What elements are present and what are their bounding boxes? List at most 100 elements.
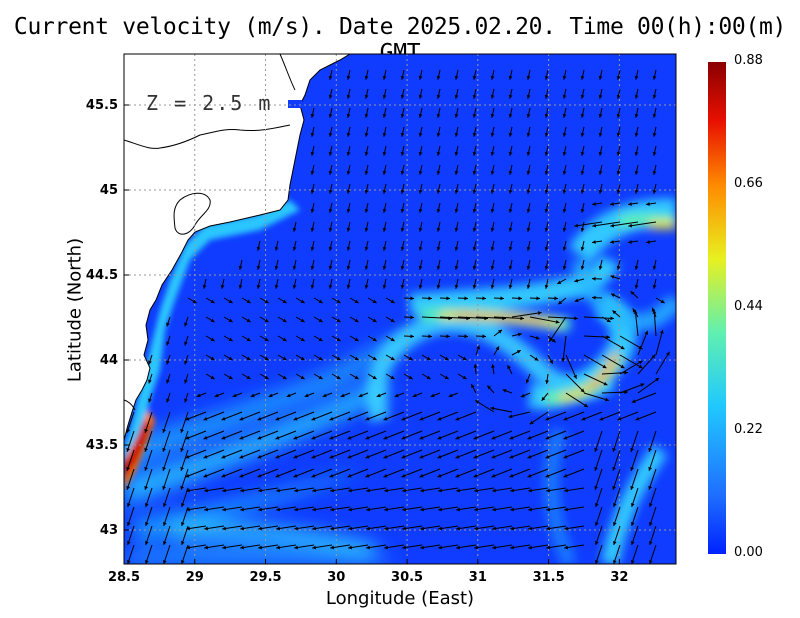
arrow-head [508,208,513,213]
arrow-head [382,94,387,99]
velocity-arrow [383,411,405,421]
arrow-head [563,416,568,421]
arrow-head [454,151,459,156]
arrow-head [562,75,567,80]
velocity-arrow [329,411,351,421]
arrow-head [310,189,315,194]
arrow-head [185,473,190,478]
arrow-head [594,503,599,507]
arrow-head [436,75,441,80]
arrow-head [508,227,513,232]
arrow-head [455,435,460,440]
arrow-head [490,265,495,270]
arrow-head [526,227,531,232]
velocity-arrow [311,411,333,421]
velocity-arrow [257,430,279,440]
velocity-arrow [648,449,657,472]
arrow-head [509,435,514,440]
arrow-head [336,356,341,361]
arrow-head [628,223,633,228]
velocity-arrow [437,430,459,440]
arrow-head [166,360,170,365]
velocity-arrow [475,316,506,319]
velocity-arrow [455,430,477,440]
velocity-arrow [293,430,315,440]
arrow-head [544,94,549,99]
arrow-head [274,265,279,270]
arrow-head [474,526,478,531]
arrow-head [214,393,219,398]
arrow-head [294,526,298,531]
arrow-head [382,113,387,118]
arrow-head [473,364,478,368]
velocity-arrow [635,411,657,421]
arrow-head [474,488,478,493]
arrow-head [508,414,513,419]
arrow-head [412,393,417,398]
arrow-head [648,447,652,452]
arrow-head [204,488,208,493]
arrow-head [598,189,603,194]
arrow-head [580,170,585,175]
arrow-head [330,526,334,531]
arrow-head [390,318,395,323]
arrow-head [418,208,423,213]
velocity-arrow [421,316,452,319]
arrow-head [372,337,377,342]
arrow-head [583,403,588,408]
velocity-arrow [162,411,171,434]
velocity-arrow [185,468,207,478]
arrow-head [438,488,442,493]
arrow-head [544,284,549,289]
velocity-arrow [548,316,567,343]
velocity-arrows [126,69,670,564]
arrow-head [346,170,351,175]
velocity-arrow [203,411,225,421]
arrow-head [402,488,406,493]
arrow-head [383,416,388,421]
arrow-head [240,488,244,493]
arrow-head [365,473,370,478]
velocity-arrow [594,468,603,491]
arrow-head [346,151,351,156]
arrow-head [544,189,549,194]
arrow-head [366,507,370,512]
velocity-arrow [365,430,387,440]
arrow-head [557,280,562,284]
arrow-head [526,265,531,270]
arrow-head [382,208,387,213]
arrow-head [330,507,334,512]
velocity-arrow [347,468,369,478]
arrow-head [544,227,549,232]
arrow-head [420,488,424,493]
arrow-head [634,170,639,175]
arrow-head [616,132,621,137]
arrow-head [354,337,359,342]
arrow-head [239,416,244,421]
arrow-head [487,385,492,390]
arrow-head [364,151,369,156]
arrow-head [490,189,495,194]
arrow-head [240,526,244,531]
velocity-arrow [610,221,639,227]
arrow-head [328,94,333,99]
arrow-head [311,454,316,459]
arrow-head [220,284,225,289]
arrow-head [328,246,333,251]
arrow-head [126,466,130,471]
arrow-head [418,284,423,289]
arrow-head [364,246,369,251]
arrow-head [330,488,334,493]
arrow-head [383,473,388,478]
velocity-arrow [221,430,243,440]
velocity-arrow [185,411,207,421]
arrow-head [204,545,208,550]
velocity-arrow [630,430,639,453]
velocity-arrow [203,449,225,459]
arrow-head [382,170,387,175]
velocity-arrow [511,312,542,318]
arrow-head [312,507,316,512]
velocity-arrow [631,392,657,403]
arrow-head [246,337,251,342]
arrow-head [594,541,599,545]
